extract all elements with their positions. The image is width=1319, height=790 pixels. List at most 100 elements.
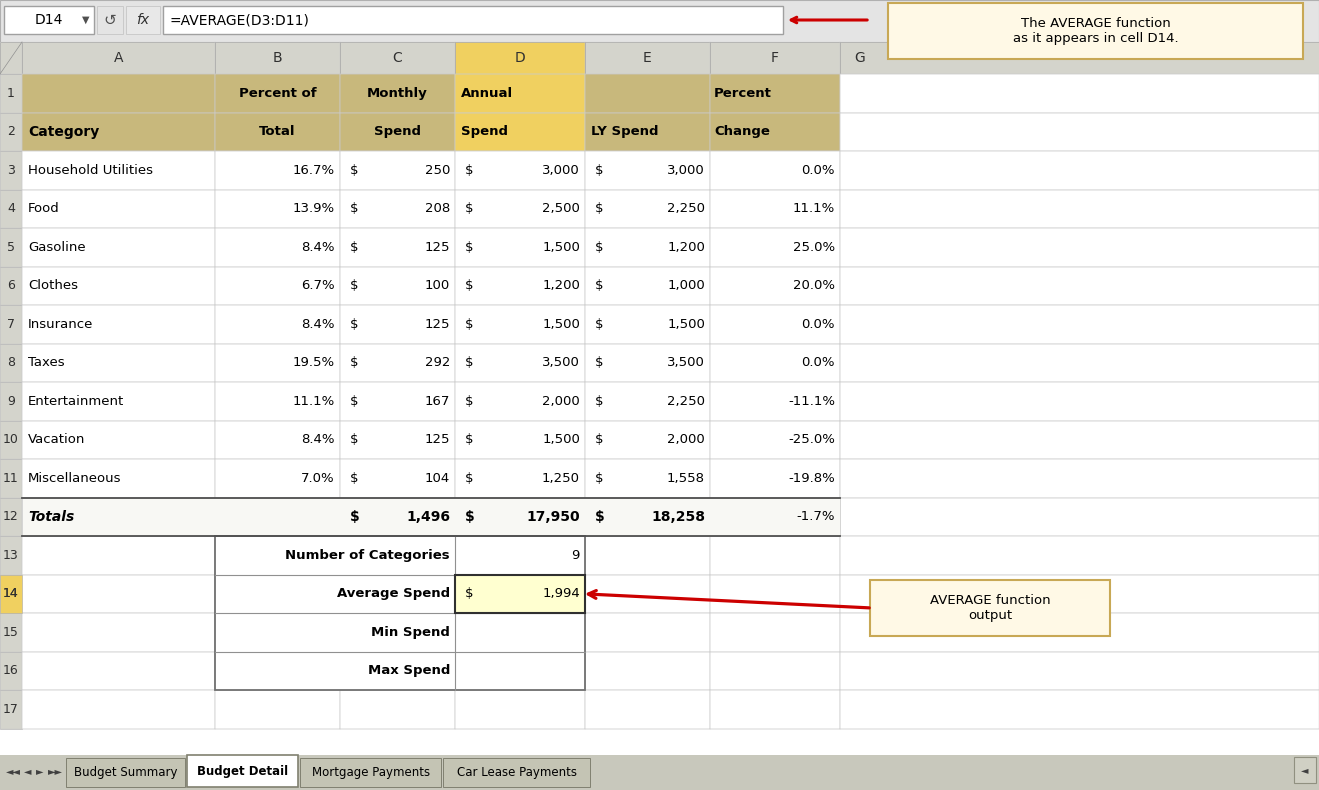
Text: The AVERAGE function
as it appears in cell D14.: The AVERAGE function as it appears in ce… xyxy=(1013,17,1178,45)
Text: 7: 7 xyxy=(7,318,15,331)
Bar xyxy=(586,382,710,420)
Text: 20.0%: 20.0% xyxy=(793,279,835,292)
Bar xyxy=(22,574,215,613)
Bar xyxy=(215,690,340,728)
Text: 3,500: 3,500 xyxy=(542,356,580,369)
Text: $: $ xyxy=(466,164,474,177)
Bar xyxy=(22,498,215,536)
Bar xyxy=(340,42,455,74)
Bar xyxy=(0,652,22,690)
Bar xyxy=(22,74,215,112)
Bar xyxy=(840,190,1319,228)
Text: D: D xyxy=(514,51,525,65)
Bar xyxy=(586,574,710,613)
Bar xyxy=(340,305,455,344)
Text: 12: 12 xyxy=(3,510,18,523)
Bar xyxy=(840,536,1319,574)
Bar xyxy=(586,228,710,266)
Text: $: $ xyxy=(595,510,604,524)
Text: 2,250: 2,250 xyxy=(667,395,704,408)
Bar xyxy=(215,190,340,228)
Bar xyxy=(710,228,840,266)
Bar xyxy=(586,151,710,190)
Text: Percent of: Percent of xyxy=(239,87,317,100)
Bar xyxy=(0,112,22,151)
Bar xyxy=(455,190,586,228)
Text: $: $ xyxy=(466,356,474,369)
Text: fx: fx xyxy=(136,13,149,27)
Text: $: $ xyxy=(350,164,359,177)
Bar xyxy=(0,0,1319,42)
Bar xyxy=(0,613,22,652)
Bar xyxy=(455,305,586,344)
Text: 167: 167 xyxy=(425,395,450,408)
Text: 15: 15 xyxy=(3,626,18,639)
Bar xyxy=(455,574,586,613)
Text: 9: 9 xyxy=(571,549,580,562)
Text: AVERAGE function
output: AVERAGE function output xyxy=(930,594,1050,622)
Bar xyxy=(164,6,783,34)
Text: ▼: ▼ xyxy=(82,15,90,25)
Bar xyxy=(215,74,340,112)
Bar xyxy=(710,151,840,190)
Bar xyxy=(0,190,22,228)
Text: Category: Category xyxy=(28,125,99,139)
Text: 7.0%: 7.0% xyxy=(301,472,335,485)
Text: 0.0%: 0.0% xyxy=(802,356,835,369)
Bar xyxy=(871,580,1111,636)
Bar xyxy=(215,574,340,613)
Text: 11.1%: 11.1% xyxy=(293,395,335,408)
Text: Totals: Totals xyxy=(28,510,74,524)
Text: Vacation: Vacation xyxy=(28,433,86,446)
Bar xyxy=(22,498,840,536)
Text: $: $ xyxy=(595,395,604,408)
Text: 16: 16 xyxy=(3,664,18,677)
Text: $: $ xyxy=(595,318,604,331)
Text: 208: 208 xyxy=(425,202,450,215)
Text: 18,258: 18,258 xyxy=(652,510,704,524)
Bar xyxy=(710,536,840,574)
Bar xyxy=(586,652,710,690)
Text: 3,000: 3,000 xyxy=(667,164,704,177)
Text: -19.8%: -19.8% xyxy=(789,472,835,485)
Text: ◄: ◄ xyxy=(1302,765,1308,775)
Text: 100: 100 xyxy=(425,279,450,292)
Text: Budget Summary: Budget Summary xyxy=(74,766,177,779)
Bar xyxy=(98,6,123,34)
Text: 125: 125 xyxy=(425,241,450,254)
Text: 13.9%: 13.9% xyxy=(293,202,335,215)
Text: $: $ xyxy=(466,433,474,446)
Text: Car Lease Payments: Car Lease Payments xyxy=(456,766,576,779)
Bar xyxy=(455,42,586,74)
Text: E: E xyxy=(644,51,652,65)
Bar xyxy=(0,498,22,536)
Bar xyxy=(840,74,1319,112)
Bar xyxy=(215,652,340,690)
Text: Min Spend: Min Spend xyxy=(371,626,450,639)
Bar xyxy=(0,42,22,74)
Text: =AVERAGE(D3:D11): =AVERAGE(D3:D11) xyxy=(170,13,310,27)
Bar xyxy=(586,266,710,305)
Text: 2,500: 2,500 xyxy=(542,202,580,215)
Bar xyxy=(0,536,22,574)
Text: 13: 13 xyxy=(3,549,18,562)
Text: 8.4%: 8.4% xyxy=(302,241,335,254)
Bar xyxy=(455,690,586,728)
Text: F: F xyxy=(772,51,780,65)
Text: $: $ xyxy=(350,472,359,485)
Bar xyxy=(0,305,22,344)
Bar xyxy=(443,758,591,787)
Bar xyxy=(0,228,22,266)
Text: LY Spend: LY Spend xyxy=(591,126,658,138)
Bar xyxy=(710,498,840,536)
Text: $: $ xyxy=(595,356,604,369)
Text: 19.5%: 19.5% xyxy=(293,356,335,369)
Bar xyxy=(215,536,340,574)
Text: Budget Detail: Budget Detail xyxy=(197,765,288,777)
Bar xyxy=(215,112,340,151)
Bar xyxy=(22,190,215,228)
Bar xyxy=(0,574,22,613)
Text: $: $ xyxy=(595,433,604,446)
Text: Food: Food xyxy=(28,202,59,215)
Bar xyxy=(340,190,455,228)
